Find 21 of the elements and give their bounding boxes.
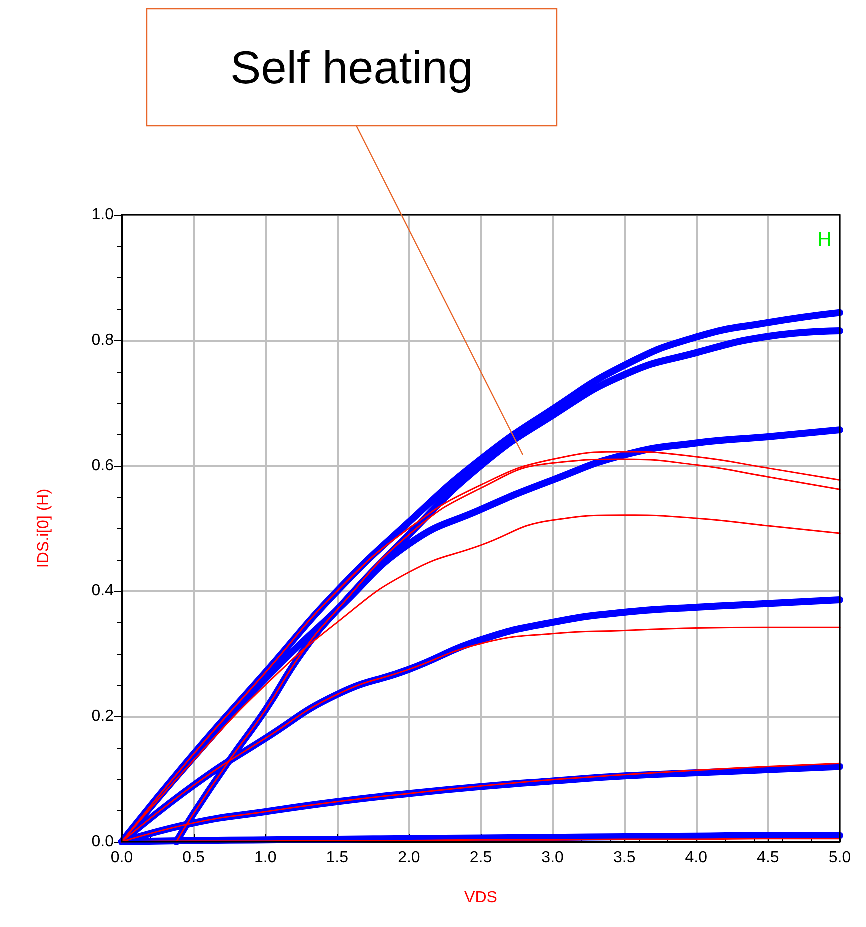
y-tick-label: 0.8 [92,332,114,349]
x-tick-label: 4.5 [757,850,780,866]
y-tick-label: 0.0 [92,834,114,850]
text: Self heating [230,42,474,94]
x-tick-label: 4.0 [685,850,708,866]
x-tick-label: 3.5 [613,850,636,866]
x-tick-label: 5.0 [828,850,852,866]
y-tick-label: 0.6 [92,457,114,474]
y-tick-label: 1.0 [92,206,114,224]
x-axis-title: VDS [464,890,498,906]
x-tick-label: 1.5 [326,850,349,866]
x-tick-label: 1.0 [254,850,277,866]
annotation: H [818,229,832,251]
x-tick-label: 2.5 [470,850,492,866]
y-tick-label: 0.4 [92,582,114,600]
x-tick-label: 2.0 [398,850,420,866]
x-tick-label: 0.0 [110,850,134,866]
y-axis-title: IDS.i[0] (H) [36,488,52,568]
x-tick-label: 3.0 [542,850,564,866]
x-tick-label: 0.5 [182,850,206,866]
y-tick-label: 0.2 [92,708,114,726]
